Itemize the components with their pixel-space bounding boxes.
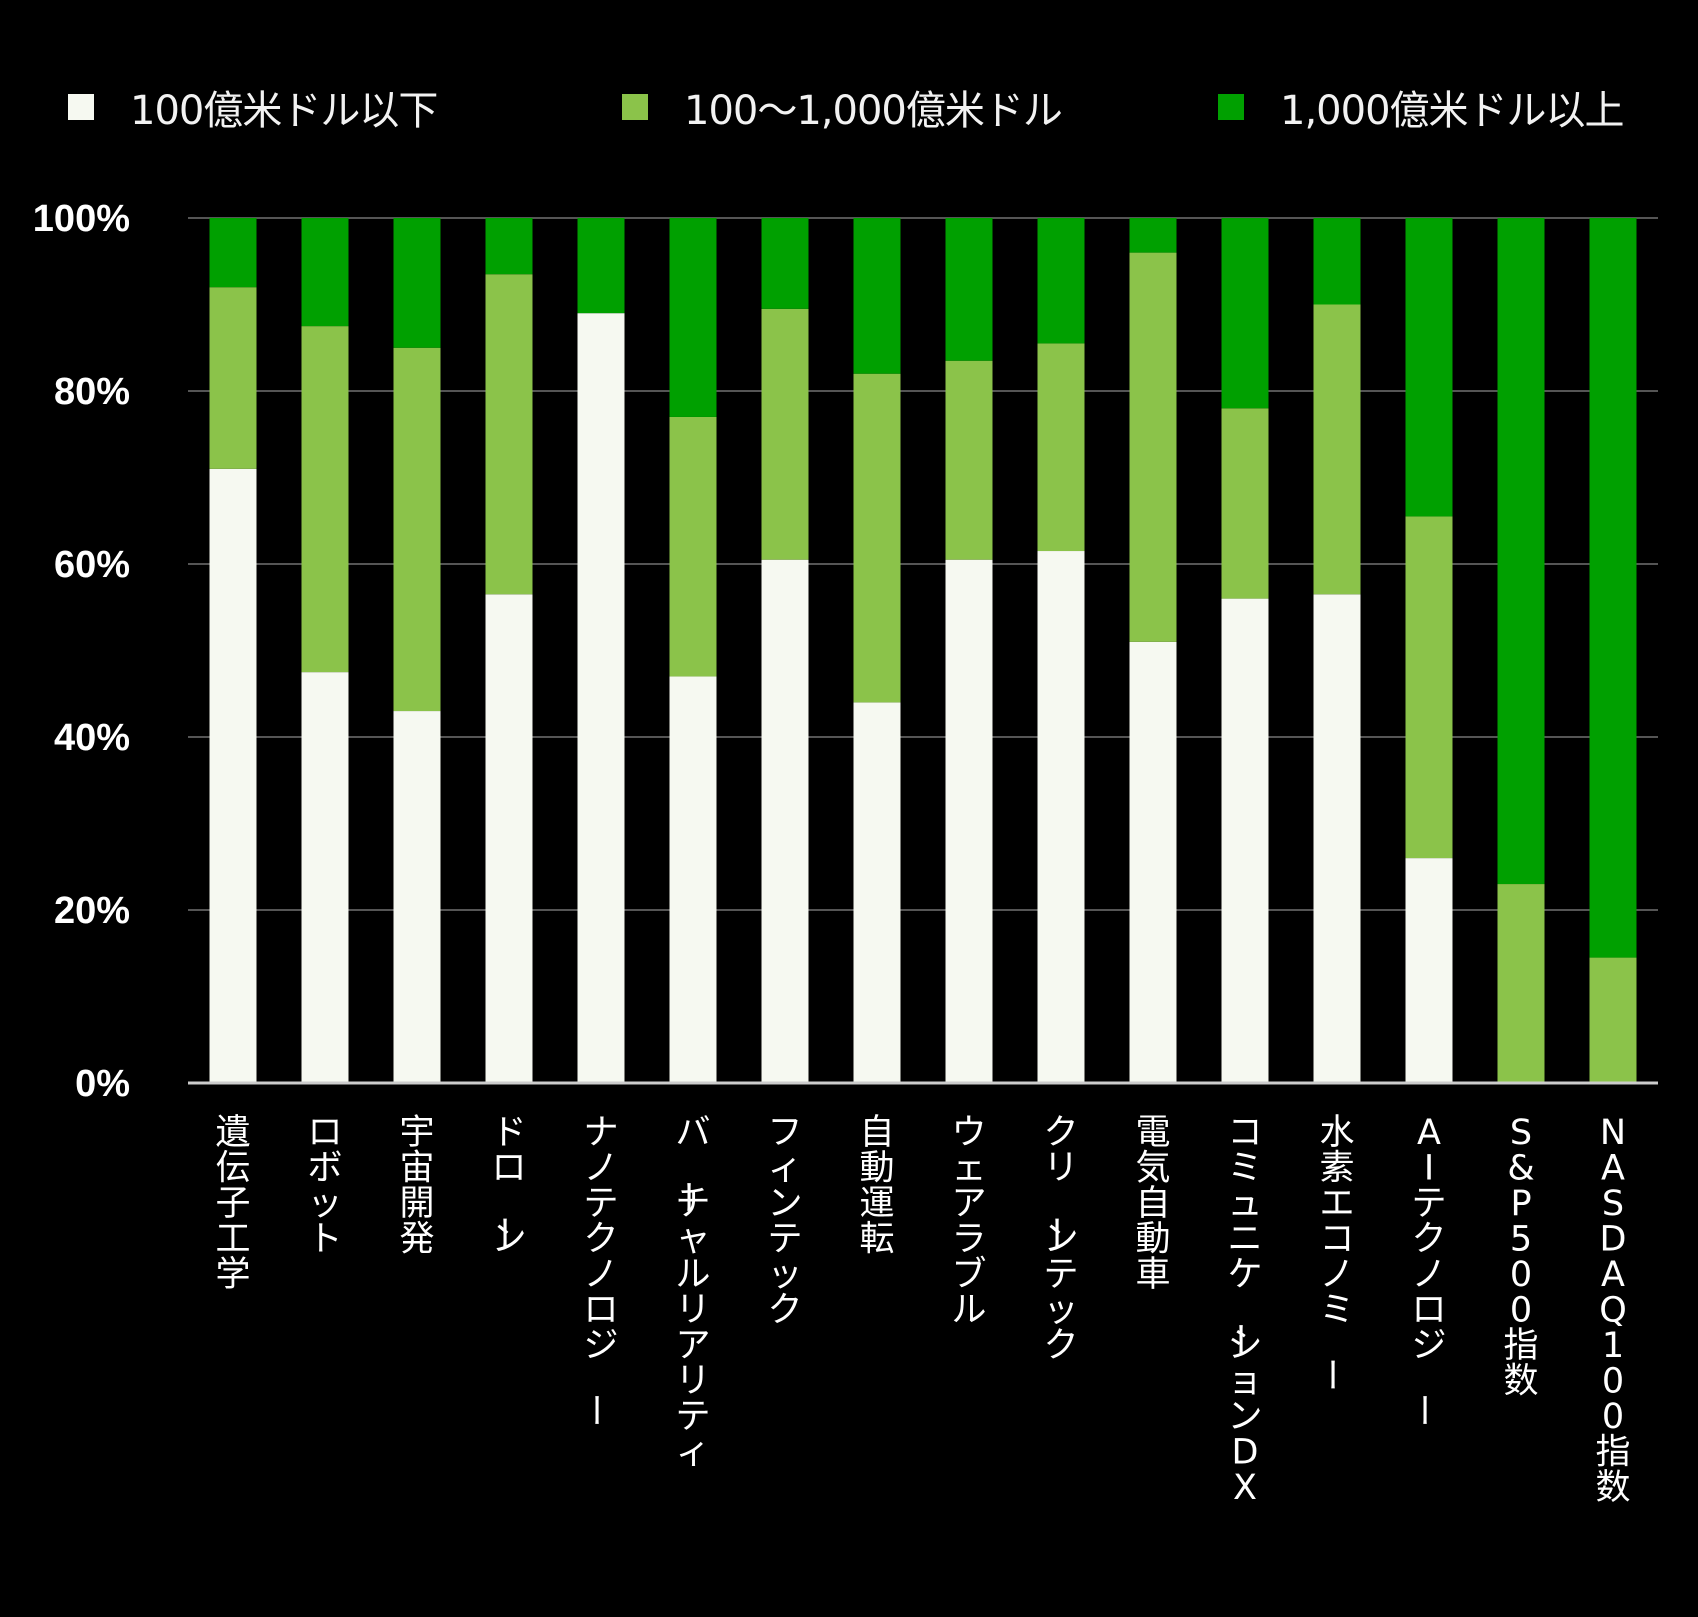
bar-segment <box>209 218 257 288</box>
x-category-label: 電気自動車 <box>1135 1113 1170 1295</box>
bar-segment <box>1037 343 1085 552</box>
x-category-label: A I テクノロジー <box>1402 1113 1446 1428</box>
bar-segment <box>209 287 257 469</box>
bar-segment <box>1129 218 1177 253</box>
bar-segment <box>1221 598 1269 1083</box>
x-category-label: ウェアラブル <box>951 1113 986 1331</box>
bar-segment <box>1313 218 1361 305</box>
bar-segment <box>761 308 809 560</box>
y-tick-label: 20% <box>54 890 130 932</box>
bar-segment <box>1405 516 1453 859</box>
bar-segment <box>761 218 809 309</box>
legend-swatch <box>622 94 648 120</box>
legend-item: 1,000億米ドル以上 <box>1218 82 1625 134</box>
x-category-label: ドローン <box>482 1113 526 1260</box>
x-category-label: N A S D A Q 1 0 0 指数 <box>1595 1113 1630 1508</box>
bar-segment <box>853 702 901 1083</box>
bar-segment <box>577 218 625 314</box>
legend-label: 1,000億米ドル以上 <box>1280 88 1625 134</box>
bar-segment <box>1589 218 1637 958</box>
bar-segment <box>1221 408 1269 599</box>
x-category-label: 自動運転 <box>859 1113 894 1260</box>
x-category-label: コミュニケーション D X <box>1218 1113 1262 1508</box>
y-tick-label: 60% <box>54 544 130 586</box>
legend-item: 100〜1,000億米ドル <box>622 82 1063 134</box>
bar-segment <box>945 218 993 361</box>
y-tick-label: 0% <box>75 1063 130 1105</box>
bar-segment <box>945 360 993 560</box>
x-category-label: ナノテクノロジー <box>574 1113 618 1428</box>
bar-segment <box>945 559 993 1083</box>
legend-swatch <box>1218 94 1244 120</box>
bar-segment <box>301 326 349 673</box>
bar-segment <box>1313 594 1361 1083</box>
bar-segment <box>393 218 441 348</box>
legend-label: 100億米ドル以下 <box>130 88 438 134</box>
bar-segment <box>1221 218 1269 409</box>
bar-segment <box>669 218 717 417</box>
x-category-label: フィンテック <box>767 1113 802 1331</box>
y-tick-label: 80% <box>54 371 130 413</box>
x-category-label: バーチャルリアリティ <box>666 1113 710 1473</box>
bar-segment <box>485 218 533 275</box>
y-tick-label: 40% <box>54 717 130 759</box>
bar-segment <box>1129 641 1177 1083</box>
bar-segment <box>1589 957 1637 1083</box>
bar-segment <box>577 313 625 1083</box>
bar-segment <box>1129 252 1177 642</box>
legend-item: 100億米ドル以下 <box>68 82 438 134</box>
bar-segment <box>1405 858 1453 1083</box>
x-category-label: ロボット <box>307 1113 342 1260</box>
x-category-label: 宇宙開発 <box>399 1113 434 1260</box>
x-category-label: S & P 5 0 0 指数 <box>1503 1113 1538 1402</box>
legend-label: 100〜1,000億米ドル <box>684 88 1063 134</box>
bar-segment <box>393 347 441 712</box>
bar-segment <box>485 594 533 1083</box>
bar-segment <box>669 416 717 677</box>
bar-segment <box>1497 884 1545 1083</box>
bar-segment <box>393 711 441 1083</box>
bar-segment <box>301 218 349 327</box>
bar-segment <box>1037 551 1085 1083</box>
bar-segment <box>853 373 901 703</box>
x-category-label: クリーンテック <box>1034 1113 1078 1366</box>
bar-segment <box>1037 218 1085 344</box>
bar-segment <box>669 676 717 1083</box>
bar-segment <box>1497 218 1545 885</box>
bar-segment <box>485 274 533 595</box>
legend-swatch <box>68 94 94 120</box>
x-category-label: 遺伝子工学 <box>215 1113 250 1295</box>
y-tick-label: 100% <box>33 198 130 240</box>
bar-segment <box>1405 218 1453 517</box>
x-category-label: 水素エコノミー <box>1310 1113 1354 1392</box>
bar-segment <box>853 218 901 374</box>
bar-segment <box>209 468 257 1084</box>
bar-segment <box>761 559 809 1083</box>
bar-segment <box>301 672 349 1083</box>
bar-segment <box>1313 304 1361 595</box>
